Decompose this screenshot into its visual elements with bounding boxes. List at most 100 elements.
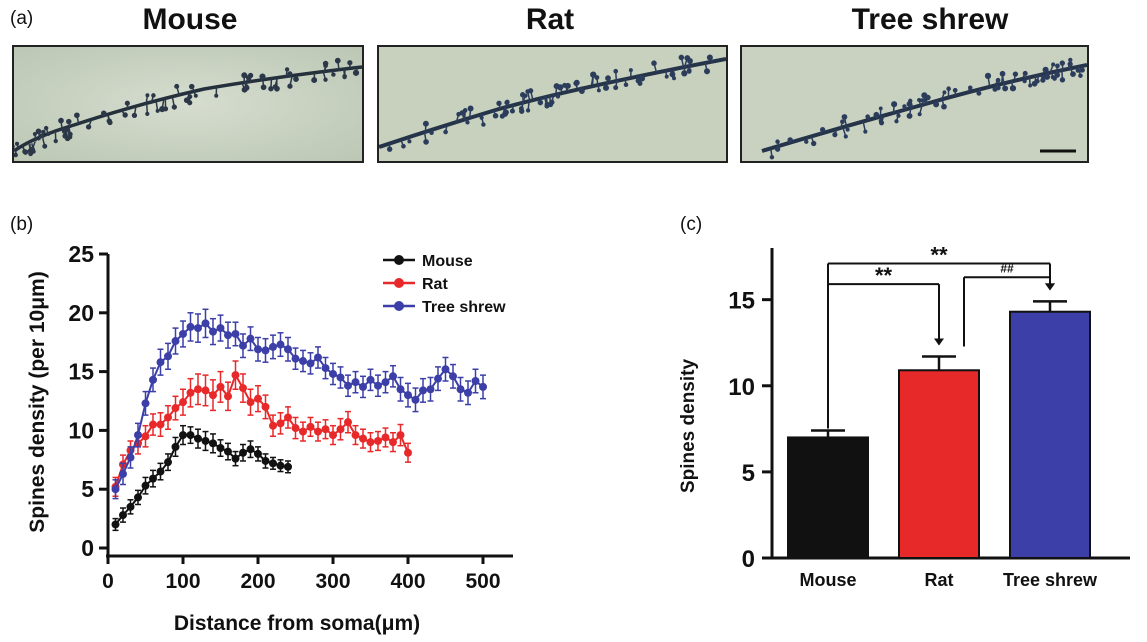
data-point [171, 442, 180, 451]
spine-head [810, 140, 817, 147]
data-point [374, 436, 382, 445]
series-tree-shrew [111, 308, 487, 500]
data-point [111, 485, 120, 494]
y-axis-label: Spines density (per 10μm) [26, 271, 49, 532]
spine-head [334, 57, 341, 64]
bar-y-tick-label: 10 [728, 374, 755, 401]
bar-y-tick-label: 5 [742, 460, 755, 487]
data-point [404, 391, 412, 400]
spine-head [456, 111, 461, 117]
spine-head [544, 101, 550, 107]
spine-head [67, 131, 73, 137]
data-point [336, 425, 345, 434]
spine-head [159, 106, 166, 113]
spine-head [819, 126, 826, 133]
spine-head [122, 112, 128, 118]
x-axis-label: Distance from soma(μm) [174, 612, 420, 635]
legend-marker [394, 278, 404, 288]
data-point [381, 378, 390, 387]
legend-label: Rat [422, 276, 448, 293]
spine-head [549, 99, 555, 105]
data-point [321, 364, 330, 373]
data-point [366, 375, 375, 384]
spine-head [845, 127, 850, 132]
spine-head [293, 76, 299, 82]
spine-head [623, 82, 629, 88]
spine-head [155, 108, 160, 113]
data-point [359, 434, 367, 443]
data-point [134, 493, 142, 502]
spine-head [245, 75, 251, 81]
spine-head [32, 131, 37, 137]
bar-y-tick-label: 0 [742, 546, 755, 573]
spine-head [678, 54, 685, 61]
spine-head [323, 77, 328, 82]
bar-tree-shrew: Tree shrew [1003, 300, 1098, 590]
spine-head [921, 92, 928, 99]
spine-head [66, 118, 72, 125]
data-point [246, 445, 255, 454]
data-point [291, 424, 300, 433]
spine-head [1031, 80, 1038, 87]
data-point [344, 381, 352, 390]
legend-label: Mouse [422, 253, 473, 270]
series-line [114, 434, 289, 526]
spine-head [311, 77, 318, 84]
spine-head [1012, 71, 1019, 77]
panel-c-label: (c) [680, 214, 703, 235]
spine-head [243, 85, 250, 91]
spine-head [347, 60, 353, 66]
spine-head [145, 111, 150, 117]
data-point [171, 404, 180, 413]
data-point [239, 341, 247, 350]
spine-head [537, 99, 544, 106]
spine-head [906, 101, 913, 107]
legend-item-tree-shrew: Tree shrew [383, 299, 506, 316]
spine-head [145, 93, 150, 98]
data-point [149, 375, 157, 384]
spine-head [504, 100, 510, 106]
micrograph-title-tree-shrew: Tree shrew [851, 3, 1009, 36]
spine-head [183, 97, 190, 104]
bracket-arrow [1045, 283, 1055, 291]
data-point [119, 469, 127, 478]
spine-head [151, 93, 156, 98]
spines-mouse [14, 57, 360, 158]
spine-head [496, 100, 502, 106]
data-point [179, 329, 187, 338]
dendrite-shape [379, 57, 726, 149]
data-point [164, 458, 172, 467]
spine-head [1022, 70, 1028, 76]
spine-head [878, 118, 883, 123]
data-point [216, 444, 225, 453]
spine-head [53, 138, 58, 144]
spine-head [995, 77, 1001, 83]
x-tick-label: 400 [390, 570, 425, 593]
spine-head [101, 110, 107, 116]
data-point [216, 324, 225, 333]
data-point [276, 461, 285, 470]
data-point [179, 431, 187, 440]
data-point [254, 449, 262, 458]
data-point [201, 319, 210, 328]
data-point [269, 459, 277, 468]
data-point [231, 329, 240, 338]
spine-head [651, 60, 657, 66]
spines-rat [386, 54, 713, 152]
spine-head [492, 113, 499, 119]
spine-head [1078, 73, 1083, 78]
spine-head [564, 82, 571, 89]
spine-head [284, 67, 290, 72]
spine-head [124, 100, 130, 106]
spine-head [465, 120, 470, 125]
data-point [299, 427, 307, 436]
bracket-arrow [934, 338, 944, 346]
data-point [269, 342, 277, 351]
spine-head [331, 72, 336, 77]
spine-head [1070, 71, 1076, 78]
data-point [201, 386, 210, 395]
bar-rect [898, 369, 980, 559]
spine-head [865, 114, 871, 120]
spine-head [85, 124, 92, 130]
significance-bracket: ## [963, 261, 1055, 347]
